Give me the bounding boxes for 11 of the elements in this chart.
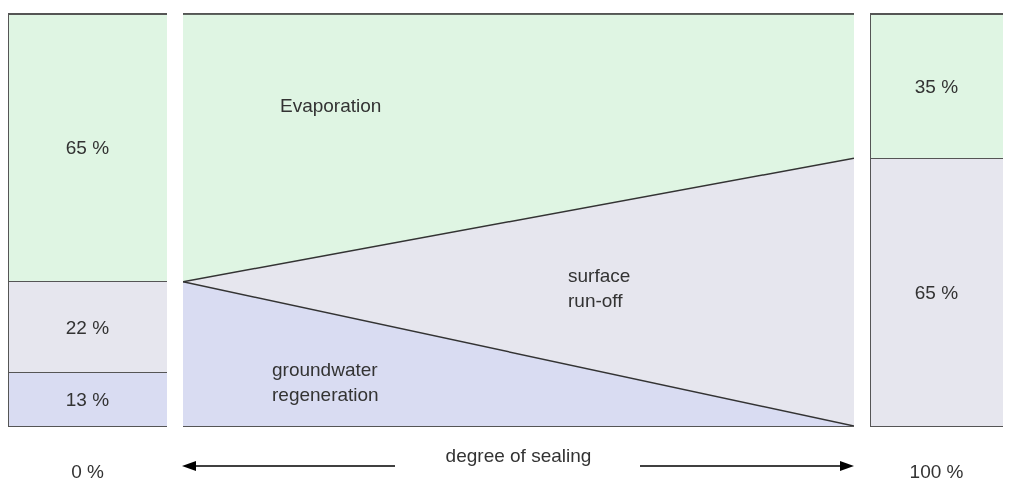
series-label: groundwater regeneration [272,359,379,405]
series-label: surface run-off [568,265,631,311]
data-label: 22 % [65,316,110,338]
data-label: 13 % [65,388,110,410]
x-tick-label: 100 % [909,460,964,482]
data-label: 65 % [65,137,110,159]
series-label: Evaporation [280,95,382,116]
x-tick-label: 0 % [71,460,104,482]
x-axis-title: degree of sealing [445,444,592,466]
data-label: 65 % [914,281,959,303]
data-label: 35 % [914,75,959,97]
